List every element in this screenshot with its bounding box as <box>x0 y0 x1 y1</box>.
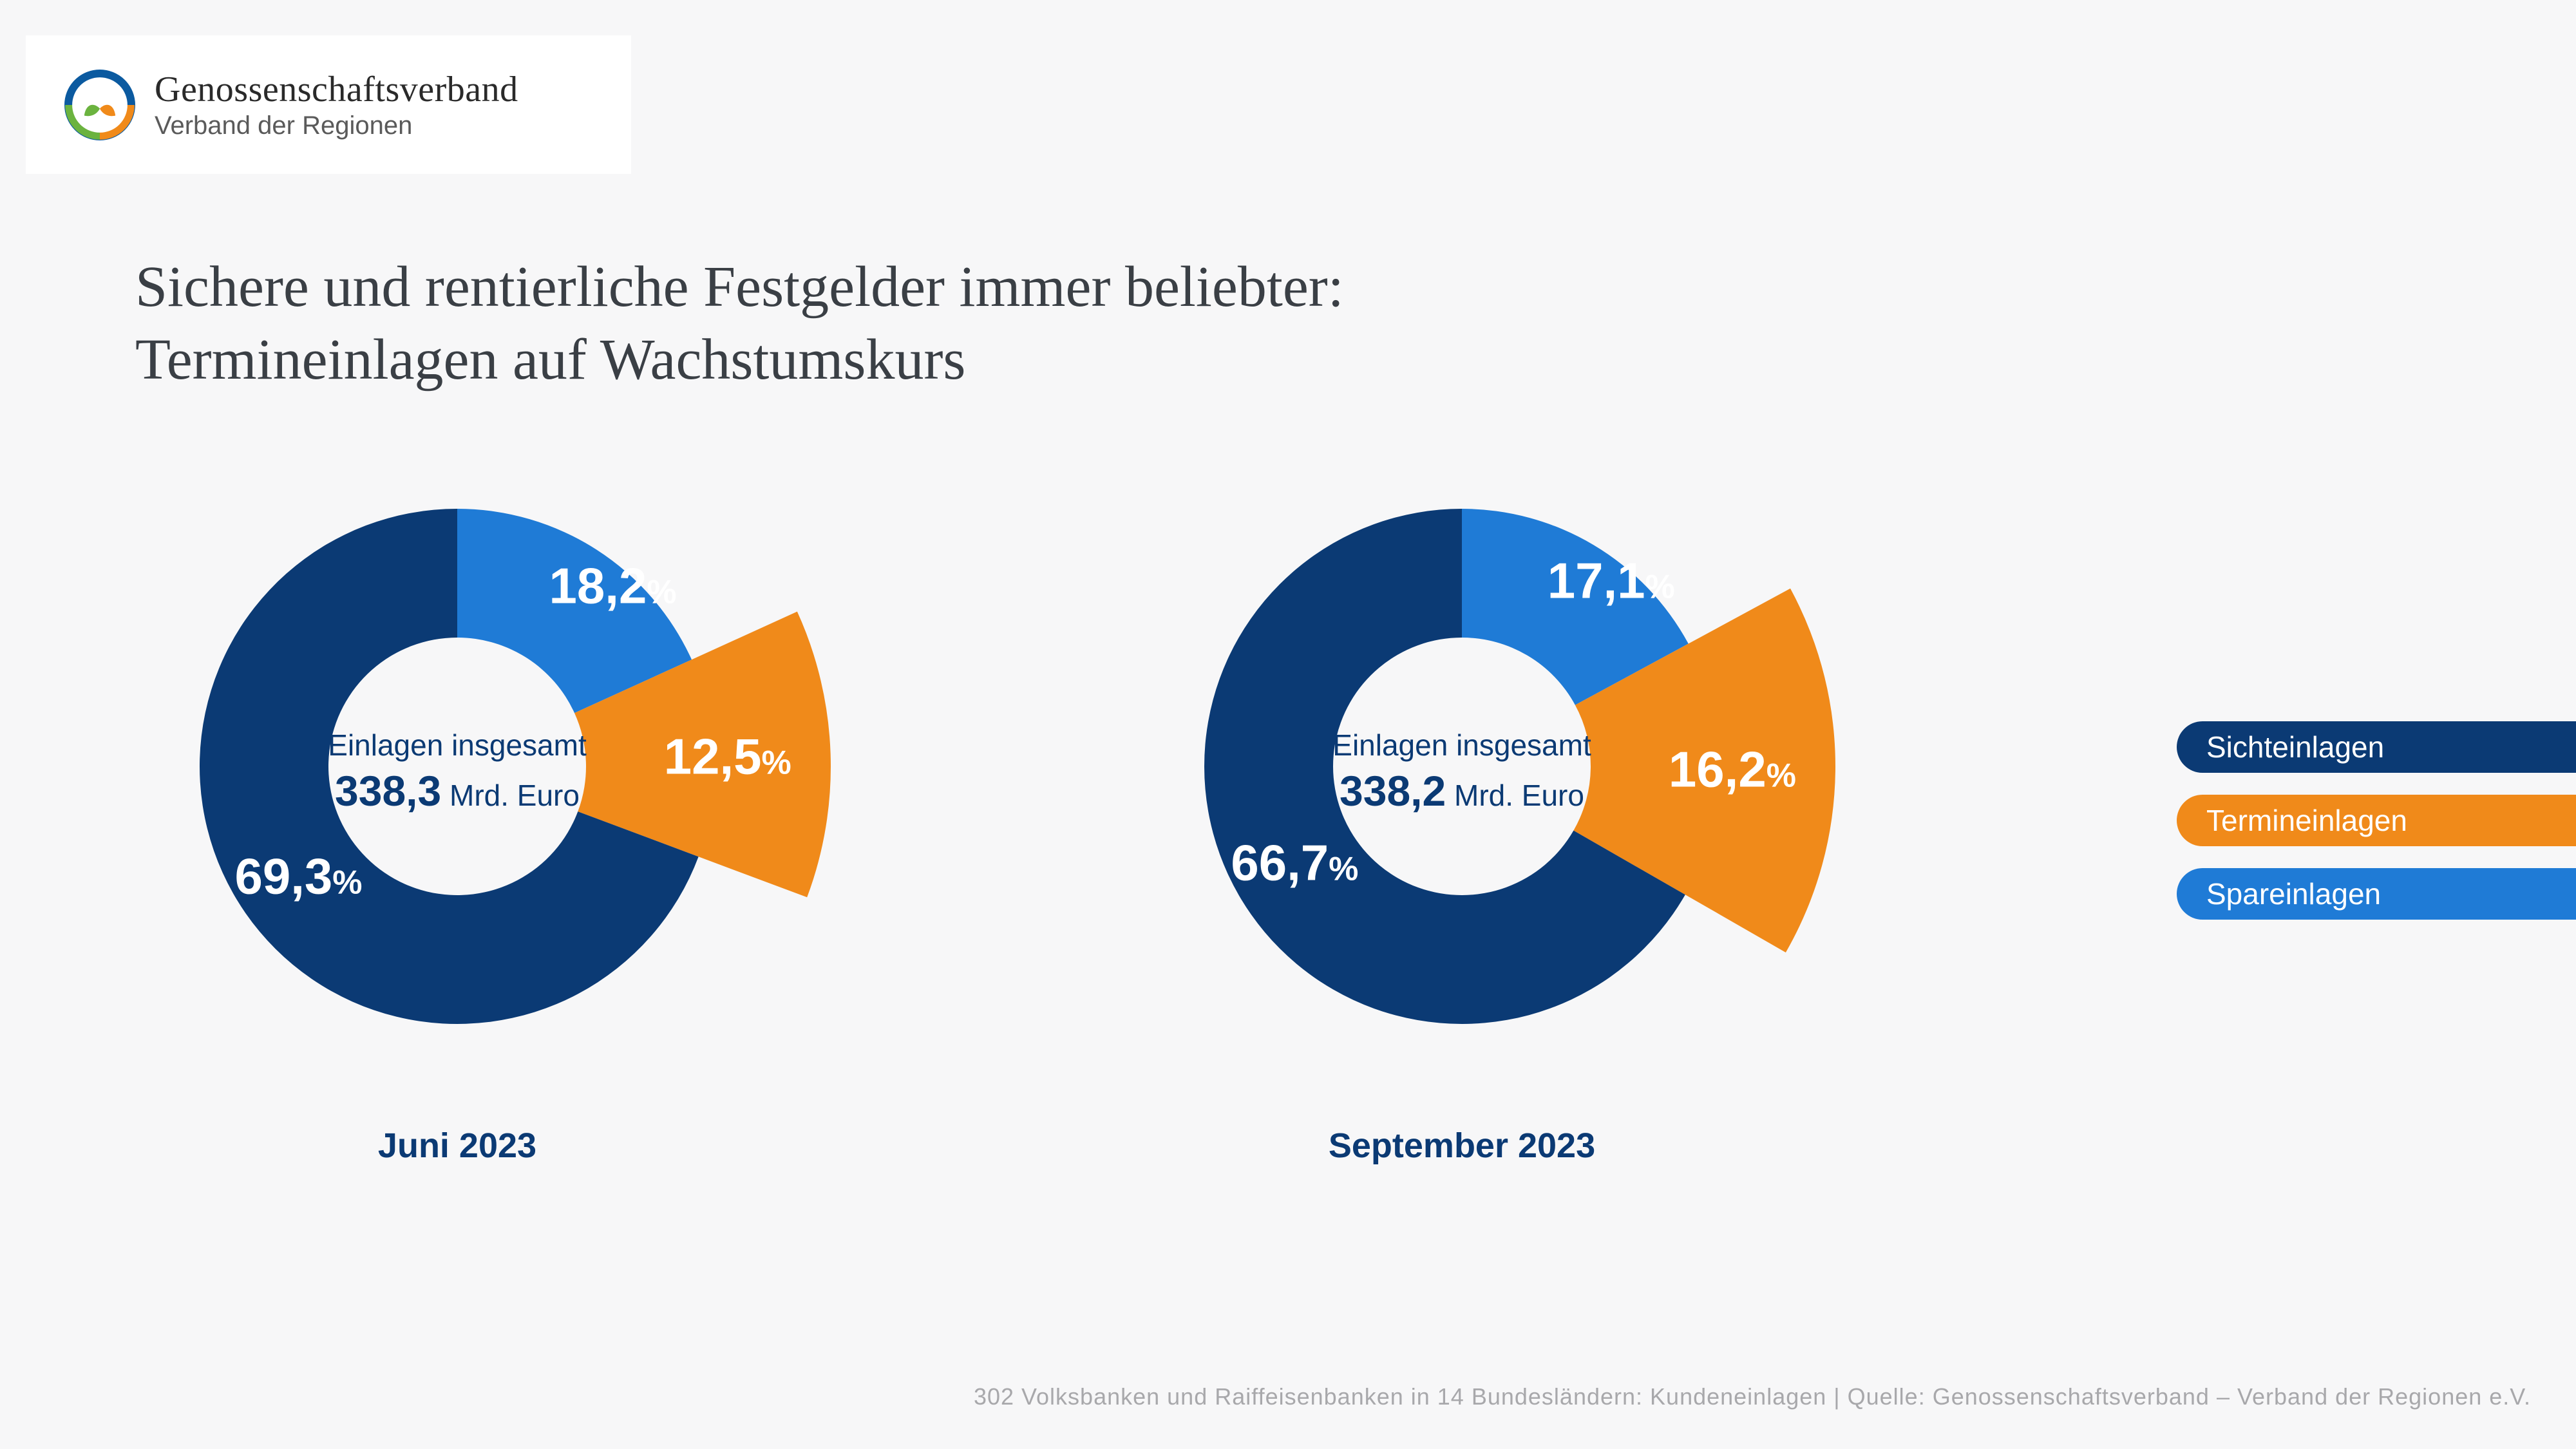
title-line2: Termineinlagen auf Wachstumskurs <box>135 324 1344 397</box>
center-top: Einlagen insgesamt <box>1301 728 1623 762</box>
pct-sicht: 66,7% <box>1231 834 1358 893</box>
chart-caption: September 2023 <box>1140 1126 1784 1166</box>
donut-chart-left: Einlagen insgesamt 338,3 Mrd. Euro 18,2% 12… <box>135 457 947 1166</box>
center-top: Einlagen insgesamt <box>296 728 618 762</box>
center-bottom: 338,3 Mrd. Euro <box>296 766 618 815</box>
legend-item-sicht: Sichteinlagen <box>2177 721 2576 773</box>
pct-spar: 18,2% <box>549 556 677 615</box>
legend: Sichteinlagen Termineinlagen Spareinlage… <box>2177 721 2576 942</box>
pct-termin: 12,5% <box>664 728 791 786</box>
logo-icon <box>64 70 135 140</box>
logo-text: Genossenschaftsverband Verband der Regio… <box>155 69 518 140</box>
logo-line2: Verband der Regionen <box>155 111 518 140</box>
pct-termin: 16,2% <box>1669 741 1796 799</box>
logo-line1: Genossenschaftsverband <box>155 69 518 110</box>
page-title: Sichere und rentierliche Festgelder imme… <box>135 251 1344 396</box>
donut-chart-right: Einlagen insgesamt 338,2 Mrd. Euro 17,1% 16… <box>1140 457 1951 1166</box>
center-bottom: 338,2 Mrd. Euro <box>1301 766 1623 815</box>
title-line1: Sichere und rentierliche Festgelder imme… <box>135 251 1344 324</box>
source-line: 302 Volksbanken und Raiffeisenbanken in … <box>974 1383 2531 1410</box>
logo-block: Genossenschaftsverband Verband der Regio… <box>26 35 631 174</box>
pct-sicht: 69,3% <box>234 847 362 905</box>
center-label: Einlagen insgesamt 338,2 Mrd. Euro <box>1301 728 1623 815</box>
chart-caption: Juni 2023 <box>135 1126 779 1166</box>
legend-item-termin: Termineinlagen <box>2177 795 2576 846</box>
pct-spar: 17,1% <box>1548 551 1675 610</box>
legend-item-spar: Spareinlagen <box>2177 868 2576 920</box>
center-label: Einlagen insgesamt 338,3 Mrd. Euro <box>296 728 618 815</box>
